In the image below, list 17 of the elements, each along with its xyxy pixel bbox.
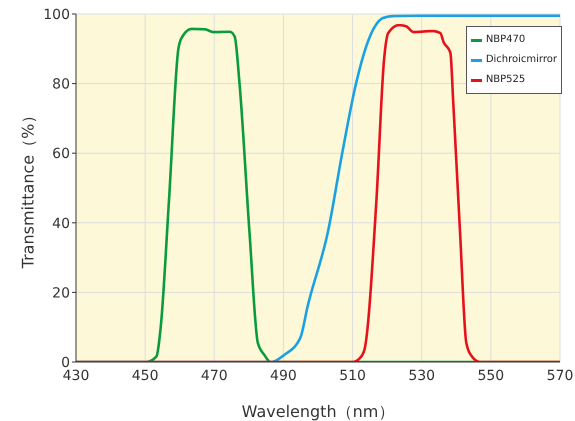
legend-label: NBP525 [486,73,526,87]
x-tick-label: 570 [546,368,574,384]
x-tick-label: 470 [200,368,228,384]
x-axis-title: Wavelength（nm） [242,402,394,421]
x-tick-label: 450 [132,368,159,384]
x-tick-label: 530 [408,368,436,384]
legend-label: Dichroicmirror [486,53,557,67]
y-tick-label: 80 [52,76,70,93]
legend-label: NBP470 [486,33,526,47]
y-tick-label: 100 [43,6,70,23]
y-tick-label: 40 [52,216,70,232]
y-tick-label: 60 [52,146,70,162]
y-axis-title: Transmittance（%） [18,108,38,270]
x-tick-label: 510 [339,368,366,384]
y-tick-label: 20 [52,285,70,302]
x-tick-label: 550 [477,368,504,384]
x-tick-label: 490 [270,368,297,384]
